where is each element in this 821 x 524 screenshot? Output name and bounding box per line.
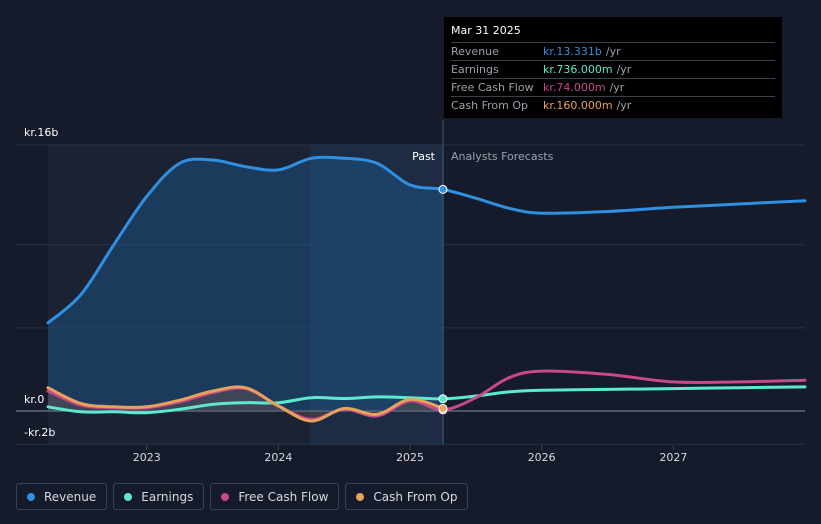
series-line-revenue bbox=[46, 155, 807, 325]
legend-item-free-cash-flow[interactable]: Free Cash Flow bbox=[210, 483, 340, 510]
legend-item-cash-from-op[interactable]: Cash From Op bbox=[345, 483, 469, 510]
tooltip-label: Cash From Op bbox=[451, 99, 529, 112]
y-label-top: kr.16b bbox=[24, 126, 58, 139]
legend-dot-icon bbox=[221, 492, 230, 501]
marker-revenue bbox=[438, 184, 448, 194]
tooltip-value: kr.13.331b bbox=[543, 45, 602, 58]
series-line-earnings bbox=[46, 385, 807, 415]
tooltip-row-cash-from-op: Cash From Op kr.160.000m /yr bbox=[451, 97, 775, 114]
past-label: Past bbox=[412, 150, 436, 163]
legend-dot-icon bbox=[356, 492, 365, 501]
legend-label: Revenue bbox=[44, 489, 97, 504]
legend-label: Cash From Op bbox=[373, 489, 458, 504]
legend-label: Free Cash Flow bbox=[238, 489, 329, 504]
x-tick-label: 2027 bbox=[659, 451, 687, 464]
x-tick-label: 2024 bbox=[264, 451, 292, 464]
x-tick-label: 2023 bbox=[133, 451, 161, 464]
highlight-band bbox=[310, 145, 444, 445]
legend-item-revenue[interactable]: Revenue bbox=[16, 483, 108, 510]
series-line-cash-from-op bbox=[46, 385, 445, 423]
tooltip-unit: /yr bbox=[616, 99, 632, 112]
tooltip-value: kr.160.000m bbox=[543, 99, 613, 112]
tooltip-row-free-cash-flow: Free Cash Flow kr.74.000m /yr bbox=[451, 79, 775, 97]
y-label-zero: kr.0 bbox=[24, 393, 44, 406]
legend-dot-icon bbox=[27, 492, 35, 501]
marker-cash-from-op bbox=[438, 403, 448, 413]
tooltip-row-revenue: Revenue kr.13.331b /yr bbox=[451, 43, 775, 61]
tooltip: Mar 31 2025 Revenue kr.13.331b /yr Earni… bbox=[444, 17, 782, 118]
x-tick-label: 2026 bbox=[528, 451, 556, 464]
tooltip-label: Free Cash Flow bbox=[451, 81, 534, 94]
tooltip-value: kr.74.000m bbox=[543, 81, 606, 94]
marker-earnings bbox=[438, 394, 448, 404]
legend-item-earnings[interactable]: Earnings bbox=[113, 483, 205, 510]
tooltip-unit: /yr bbox=[609, 81, 625, 94]
legend-label: Earnings bbox=[141, 489, 194, 504]
tooltip-unit: /yr bbox=[605, 45, 621, 58]
legend-dot-icon bbox=[124, 492, 133, 501]
y-label-bottom: -kr.2b bbox=[24, 426, 55, 439]
revenue-area bbox=[48, 157, 443, 411]
tooltip-label: Earnings bbox=[451, 63, 499, 76]
tooltip-unit: /yr bbox=[616, 63, 632, 76]
tooltip-value: kr.736.000m bbox=[543, 63, 613, 76]
tooltip-row-earnings: Earnings kr.736.000m /yr bbox=[451, 61, 775, 79]
tooltip-label: Revenue bbox=[451, 45, 499, 58]
legend: Revenue Earnings Free Cash Flow Cash Fro… bbox=[16, 483, 469, 510]
x-tick-label: 2025 bbox=[396, 451, 424, 464]
tooltip-date: Mar 31 2025 bbox=[451, 24, 775, 43]
forecast-label: Analysts Forecasts bbox=[451, 150, 554, 163]
